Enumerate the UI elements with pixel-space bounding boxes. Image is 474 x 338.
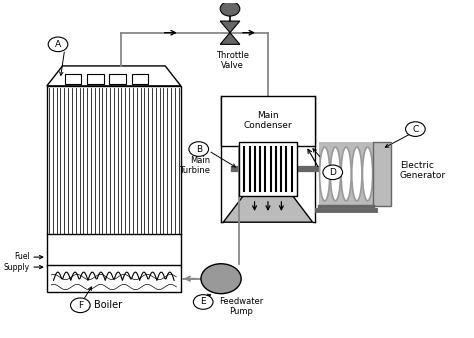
Text: F: F	[78, 301, 83, 310]
Bar	[87, 74, 103, 84]
Text: Boiler: Boiler	[94, 300, 122, 310]
Bar	[132, 74, 148, 84]
Text: Fuel
Supply: Fuel Supply	[4, 252, 30, 272]
Bar	[373, 142, 391, 206]
Circle shape	[48, 37, 68, 52]
Bar	[373, 142, 391, 206]
Text: Feedwater
Pump: Feedwater Pump	[219, 297, 263, 316]
Circle shape	[193, 295, 213, 309]
Bar	[239, 142, 297, 196]
Text: B: B	[196, 145, 202, 153]
Circle shape	[71, 298, 90, 313]
Ellipse shape	[330, 147, 340, 201]
Ellipse shape	[341, 147, 351, 201]
Polygon shape	[220, 33, 240, 44]
Text: A: A	[55, 40, 61, 49]
Ellipse shape	[352, 147, 362, 201]
Ellipse shape	[319, 147, 330, 201]
Bar	[319, 142, 373, 206]
Text: Electric
Generator: Electric Generator	[400, 161, 446, 180]
Text: Main
Condenser: Main Condenser	[244, 111, 292, 130]
Text: Throttle
Valve: Throttle Valve	[216, 51, 249, 70]
Circle shape	[406, 122, 425, 137]
Bar	[221, 96, 315, 146]
Polygon shape	[223, 196, 313, 222]
Bar	[47, 86, 181, 292]
Polygon shape	[220, 21, 240, 33]
Text: Main
Turbine: Main Turbine	[179, 156, 210, 175]
Polygon shape	[47, 66, 181, 86]
Text: E: E	[201, 297, 206, 307]
Circle shape	[189, 142, 209, 156]
Circle shape	[201, 264, 241, 294]
Text: C: C	[412, 125, 419, 134]
Ellipse shape	[363, 147, 373, 201]
Bar	[109, 74, 126, 84]
Circle shape	[323, 165, 343, 179]
Bar	[64, 74, 81, 84]
Text: D: D	[329, 168, 336, 177]
Circle shape	[220, 1, 240, 16]
